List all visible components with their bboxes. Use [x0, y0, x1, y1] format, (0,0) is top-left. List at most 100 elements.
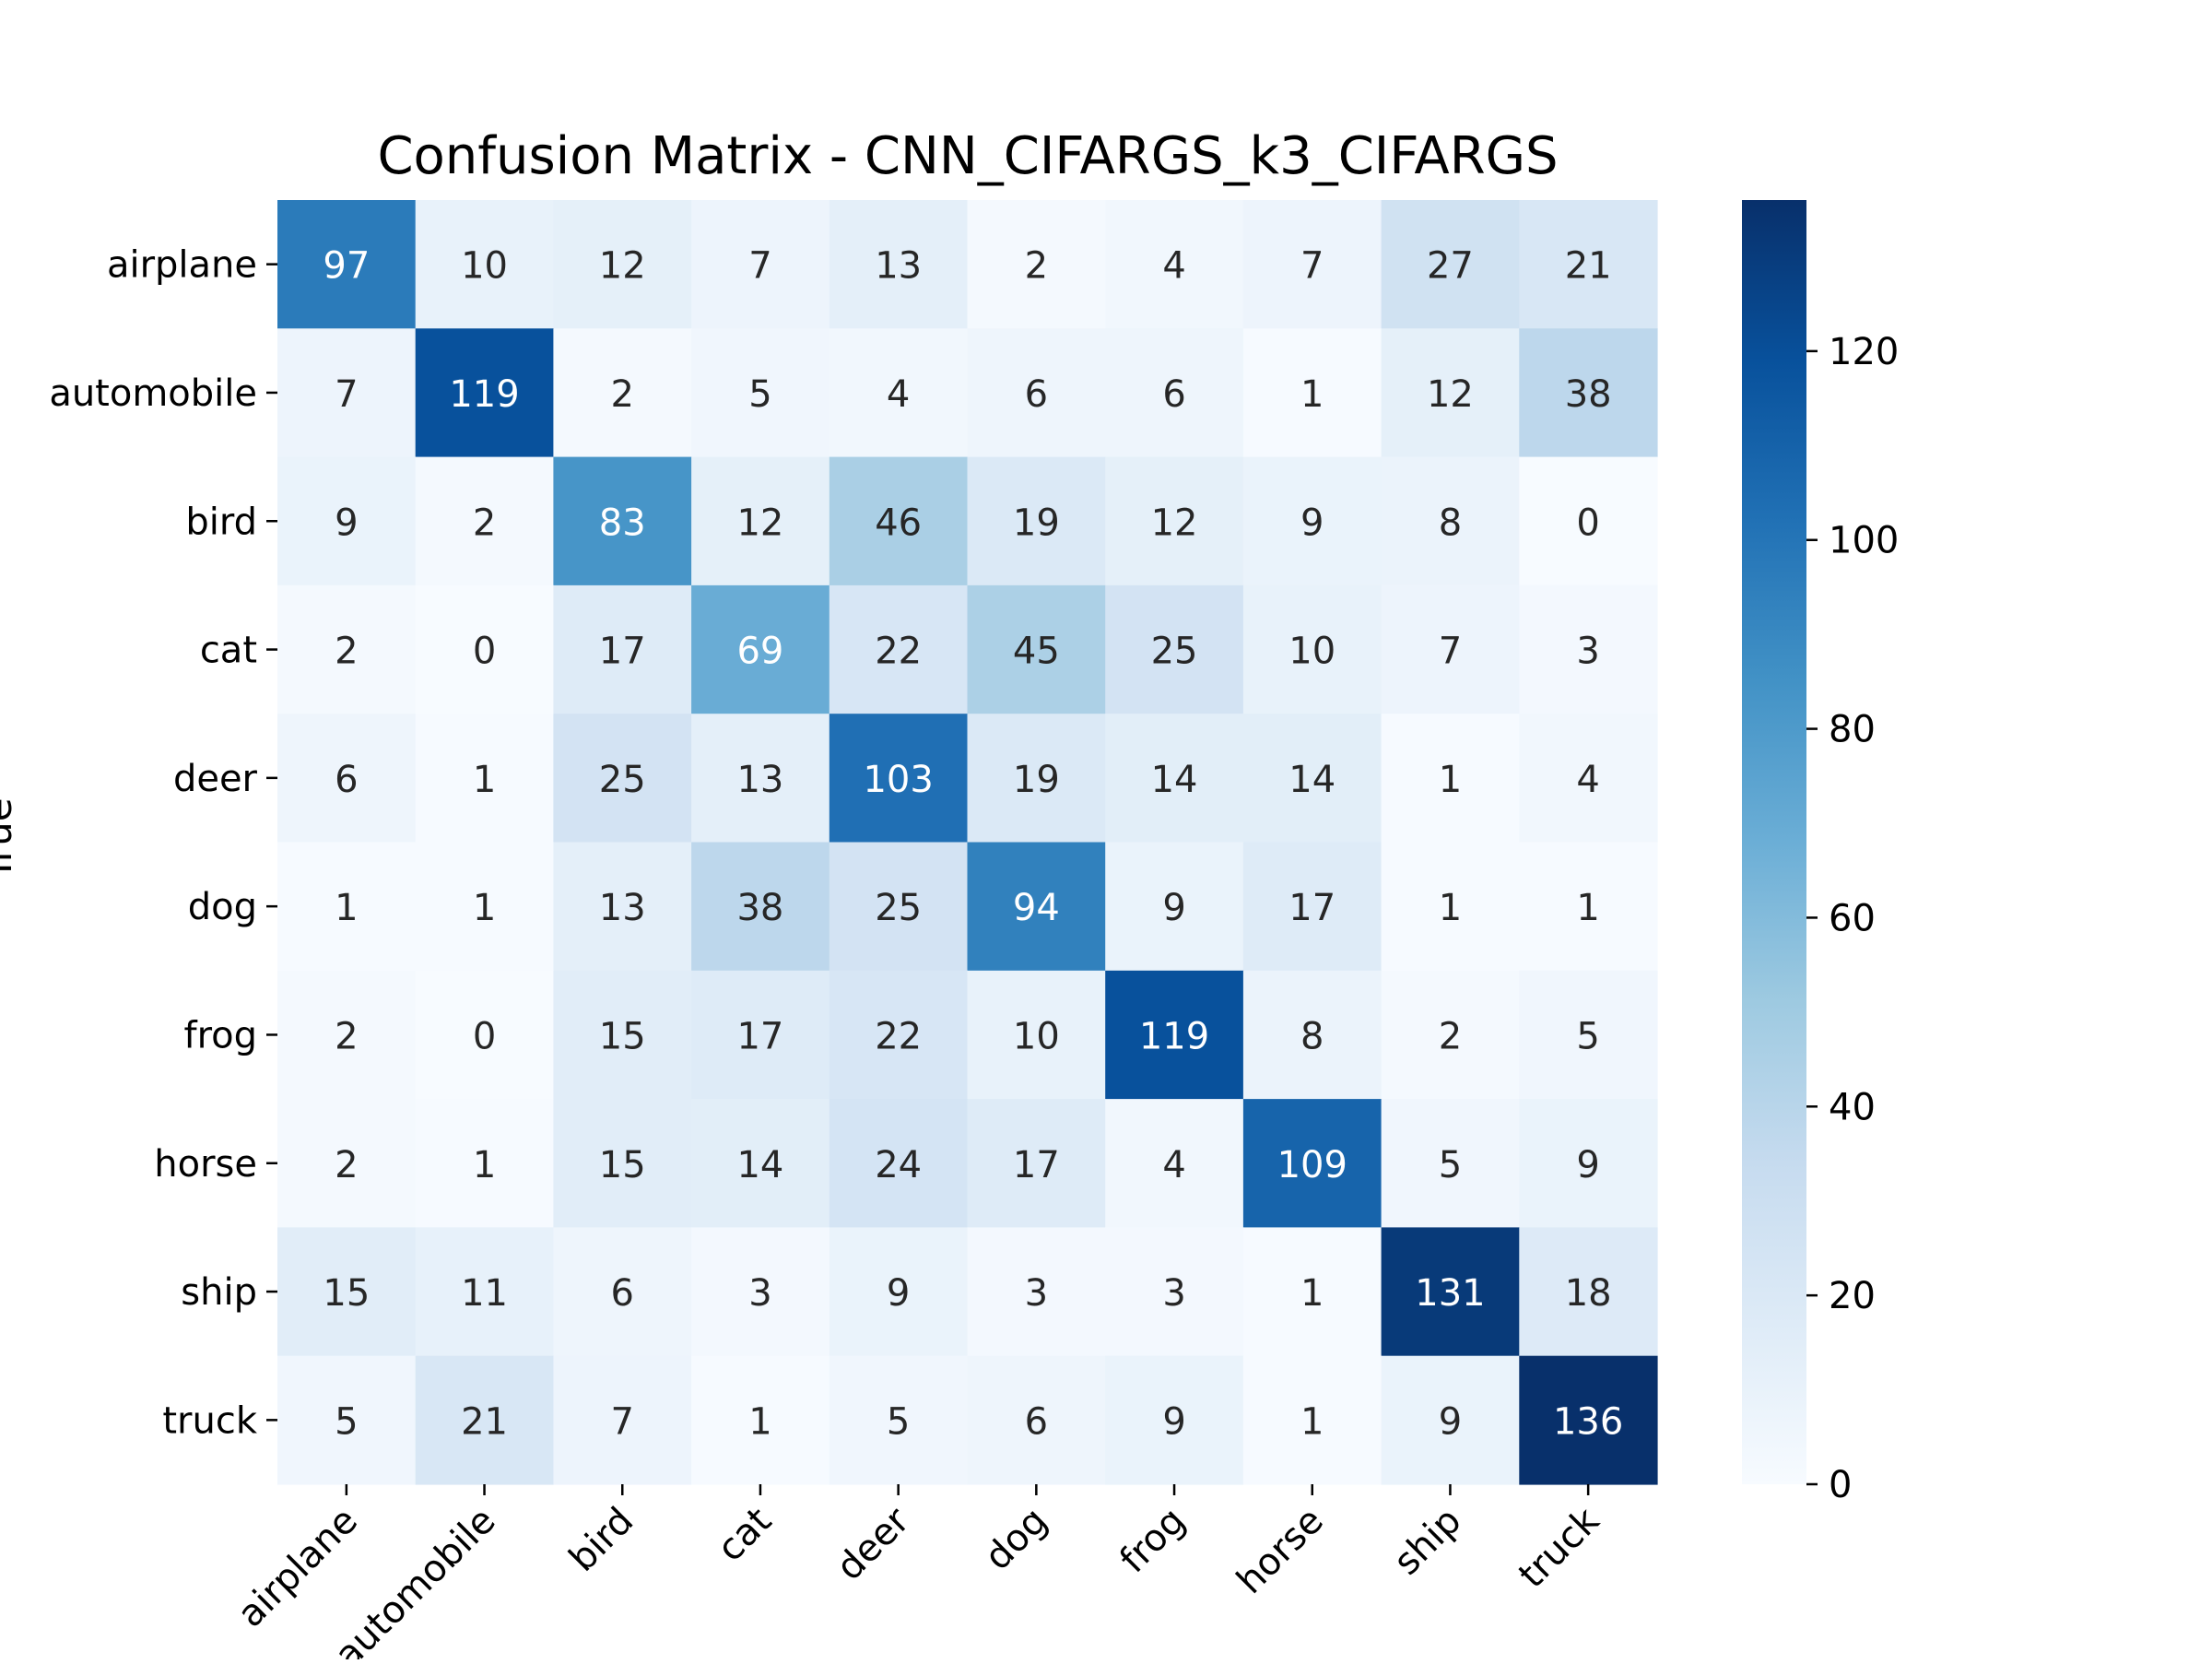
- cell-value-label: 7: [1300, 245, 1324, 288]
- colorbar-tick-label: 80: [1829, 709, 1876, 751]
- x-tick-label: dog: [977, 1500, 1056, 1579]
- y-axis-ticks: airplane automobile bird cat deer dog frog hors…: [49, 244, 277, 1442]
- cell-value-label: 1: [1300, 373, 1324, 416]
- cell-value-label: 24: [875, 1144, 922, 1186]
- cell-value-label: 14: [1151, 759, 1198, 801]
- heatmap-cell: [1105, 1227, 1244, 1357]
- cell-value-label: 0: [1576, 502, 1599, 544]
- cell-value-label: 1: [473, 759, 496, 801]
- heatmap-cell: [967, 328, 1106, 458]
- heatmap-cell: [691, 842, 830, 972]
- heatmap-cell: [1519, 200, 1658, 329]
- cell-value-label: 4: [887, 373, 910, 416]
- cell-value-label: 0: [473, 631, 496, 673]
- cell-value-label: 6: [335, 759, 358, 801]
- heatmap-cell: [1105, 456, 1244, 586]
- cell-value-label: 12: [1151, 502, 1198, 544]
- cell-value-label: 12: [736, 502, 783, 544]
- cell-value-label: 3: [1162, 1272, 1185, 1315]
- cell-value-label: 19: [1013, 502, 1060, 544]
- heatmap-cell: [277, 328, 417, 458]
- heatmap-cell: [277, 1099, 417, 1228]
- heatmap-cell: [277, 200, 417, 329]
- cell-value-label: 0: [473, 1015, 496, 1057]
- cell-value-label: 9: [335, 502, 358, 544]
- cell-value-label: 2: [1439, 1015, 1462, 1057]
- cell-value-label: 22: [875, 631, 922, 673]
- cell-value-label: 1: [1576, 887, 1599, 929]
- heatmap-cell: [1519, 1355, 1658, 1485]
- cell-value-label: 97: [323, 245, 370, 288]
- heatmap-cell: [1105, 714, 1244, 844]
- cell-value-label: 17: [1013, 1144, 1060, 1186]
- heatmap-cell: [1381, 842, 1520, 972]
- cell-value-label: 3: [1025, 1272, 1048, 1315]
- cell-value-label: 8: [1439, 502, 1462, 544]
- x-tick-label: truck: [1511, 1499, 1608, 1597]
- heatmap-cell: [277, 1355, 417, 1485]
- cell-value-label: 38: [736, 887, 783, 929]
- cell-value-label: 11: [461, 1272, 508, 1315]
- heatmap-cell: [415, 1227, 554, 1357]
- heatmap-cell: [1105, 328, 1244, 458]
- cell-value-label: 38: [1565, 373, 1612, 416]
- heatmap-cell: [277, 714, 417, 844]
- heatmap-cells: 97 10 12 7 13 2 4 7 27 217 119 2 5 4 6 6 1 12 389 2 83 12 46 19…: [277, 200, 1658, 1485]
- heatmap-cell: [1105, 200, 1244, 329]
- heatmap-cell: [691, 1227, 830, 1357]
- cell-value-label: 83: [599, 502, 646, 544]
- cell-value-label: 25: [1151, 631, 1198, 673]
- heatmap-cell: [1519, 456, 1658, 586]
- x-tick-label: horse: [1229, 1500, 1332, 1603]
- colorbar: 0 20 40 60 80 100 120: [1742, 200, 1899, 1506]
- heatmap-cell: [553, 1099, 692, 1228]
- cell-value-label: 7: [1439, 631, 1462, 673]
- heatmap-cell: [415, 1099, 554, 1228]
- cell-value-label: 103: [863, 759, 933, 801]
- heatmap-cell: [553, 842, 692, 972]
- heatmap-cell: [277, 584, 417, 714]
- y-tick-label: deer: [173, 758, 258, 800]
- heatmap-cell: [553, 328, 692, 458]
- heatmap-cell: [1105, 970, 1244, 1100]
- heatmap-cell: [553, 200, 692, 329]
- heatmap-cell: [1381, 1355, 1520, 1485]
- heatmap-cell: [829, 714, 969, 844]
- cell-value-label: 1: [473, 887, 496, 929]
- cell-value-label: 3: [748, 1272, 771, 1315]
- heatmap-cell: [415, 328, 554, 458]
- heatmap-cell: [1105, 1355, 1244, 1485]
- y-tick-label: frog: [183, 1014, 257, 1056]
- heatmap-cell: [1381, 456, 1520, 586]
- cell-value-label: 5: [335, 1400, 358, 1443]
- heatmap-cell: [691, 456, 830, 586]
- cell-value-label: 9: [1439, 1400, 1462, 1443]
- heatmap-cell: [1242, 584, 1382, 714]
- cell-value-label: 5: [887, 1400, 910, 1443]
- heatmap-cell: [967, 714, 1106, 844]
- cell-value-label: 9: [1162, 1400, 1185, 1443]
- heatmap-cell: [1381, 328, 1520, 458]
- heatmap-cell: [967, 1355, 1106, 1485]
- cell-value-label: 4: [1576, 759, 1599, 801]
- heatmap-cell: [1242, 1355, 1382, 1485]
- heatmap-cell: [1381, 970, 1520, 1100]
- cell-value-label: 7: [335, 373, 358, 416]
- cell-value-label: 15: [323, 1272, 370, 1315]
- cell-value-label: 9: [1576, 1144, 1599, 1186]
- cell-value-label: 45: [1013, 631, 1060, 673]
- heatmap-cell: [1519, 842, 1658, 972]
- cell-value-label: 17: [1288, 887, 1335, 929]
- heatmap-cell: [1519, 714, 1658, 844]
- cell-value-label: 17: [736, 1015, 783, 1057]
- heatmap-cell: [1242, 970, 1382, 1100]
- cell-value-label: 1: [473, 1144, 496, 1186]
- cell-value-label: 8: [1300, 1015, 1324, 1057]
- x-tick-label: cat: [710, 1500, 781, 1571]
- heatmap-cell: [1381, 714, 1520, 844]
- cell-value-label: 15: [599, 1015, 646, 1057]
- colorbar-gradient: [1742, 200, 1806, 1484]
